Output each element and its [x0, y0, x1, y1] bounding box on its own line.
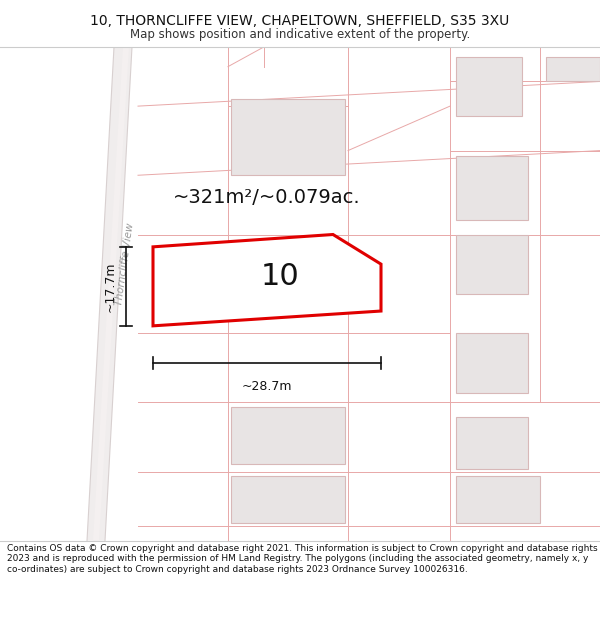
Polygon shape	[456, 57, 522, 116]
Polygon shape	[456, 476, 540, 523]
Polygon shape	[153, 234, 381, 326]
Text: Contains OS data © Crown copyright and database right 2021. This information is : Contains OS data © Crown copyright and d…	[7, 544, 598, 574]
Text: ~321m²/~0.079ac.: ~321m²/~0.079ac.	[173, 188, 361, 207]
Text: ~28.7m: ~28.7m	[242, 380, 292, 393]
Text: 10: 10	[261, 262, 299, 291]
Polygon shape	[546, 57, 600, 81]
Polygon shape	[456, 156, 528, 219]
Polygon shape	[231, 408, 345, 464]
Polygon shape	[456, 418, 528, 469]
Text: Thorncliffe View: Thorncliffe View	[114, 222, 136, 306]
Polygon shape	[231, 476, 345, 523]
Text: ~17.7m: ~17.7m	[104, 261, 117, 312]
Polygon shape	[231, 99, 345, 175]
Polygon shape	[87, 47, 132, 541]
Polygon shape	[456, 234, 528, 294]
Text: 10, THORNCLIFFE VIEW, CHAPELTOWN, SHEFFIELD, S35 3XU: 10, THORNCLIFFE VIEW, CHAPELTOWN, SHEFFI…	[91, 14, 509, 28]
Polygon shape	[93, 47, 129, 541]
Text: Map shows position and indicative extent of the property.: Map shows position and indicative extent…	[130, 28, 470, 41]
Polygon shape	[456, 333, 528, 392]
